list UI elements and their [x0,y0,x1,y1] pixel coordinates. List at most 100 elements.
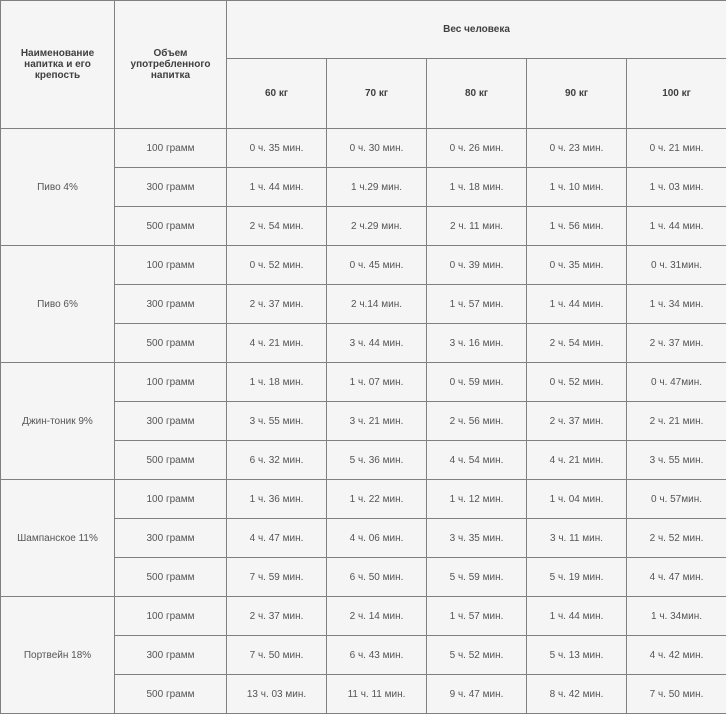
time-cell: 3 ч. 21 мин. [327,402,427,441]
time-cell: 4 ч. 42 мин. [627,636,726,675]
time-cell: 2 ч. 56 мин. [427,402,527,441]
header-volume: Объем употребленного напитка [115,1,227,129]
time-cell: 1 ч. 18 мин. [427,168,527,207]
time-cell: 2 ч.29 мин. [327,207,427,246]
time-cell: 1 ч.29 мин. [327,168,427,207]
time-cell: 0 ч. 30 мин. [327,129,427,168]
time-cell: 1 ч. 04 мин. [527,480,627,519]
volume-cell: 100 грамм [115,363,227,402]
time-cell: 1 ч. 07 мин. [327,363,427,402]
volume-cell: 100 грамм [115,480,227,519]
time-cell: 2 ч.14 мин. [327,285,427,324]
time-cell: 1 ч. 34 мин. [627,285,726,324]
time-cell: 1 ч. 03 мин. [627,168,726,207]
time-cell: 3 ч. 55 мин. [627,441,726,480]
table-body: Пиво 4%100 грамм0 ч. 35 мин.0 ч. 30 мин.… [1,129,726,714]
time-cell: 5 ч. 13 мин. [527,636,627,675]
table-row: Джин-тоник 9%100 грамм1 ч. 18 мин.1 ч. 0… [1,363,726,402]
header-drink: Наименование напитка и его крепость [1,1,115,129]
volume-cell: 500 грамм [115,675,227,714]
time-cell: 5 ч. 36 мин. [327,441,427,480]
time-cell: 1 ч. 56 мин. [527,207,627,246]
time-cell: 7 ч. 59 мин. [227,558,327,597]
table-header: Наименование напитка и его крепость Объе… [1,1,726,129]
time-cell: 0 ч. 45 мин. [327,246,427,285]
time-cell: 5 ч. 59 мин. [427,558,527,597]
time-cell: 1 ч. 57 мин. [427,285,527,324]
alcohol-time-table: Наименование напитка и его крепость Объе… [0,0,726,714]
drink-name: Джин-тоник 9% [1,363,115,480]
time-cell: 0 ч. 26 мин. [427,129,527,168]
time-cell: 1 ч. 44 мин. [527,285,627,324]
time-cell: 4 ч. 21 мин. [227,324,327,363]
volume-cell: 100 грамм [115,246,227,285]
time-cell: 0 ч. 59 мин. [427,363,527,402]
time-cell: 4 ч. 47 мин. [627,558,726,597]
volume-cell: 500 грамм [115,324,227,363]
time-cell: 6 ч. 43 мин. [327,636,427,675]
header-weight-100: 100 кг [627,59,726,129]
time-cell: 1 ч. 12 мин. [427,480,527,519]
time-cell: 1 ч. 57 мин. [427,597,527,636]
time-cell: 3 ч. 35 мин. [427,519,527,558]
time-cell: 2 ч. 54 мин. [227,207,327,246]
time-cell: 2 ч. 54 мин. [527,324,627,363]
time-cell: 6 ч. 32 мин. [227,441,327,480]
time-cell: 0 ч. 52 мин. [527,363,627,402]
volume-cell: 100 грамм [115,129,227,168]
time-cell: 6 ч. 50 мин. [327,558,427,597]
drink-name: Пиво 6% [1,246,115,363]
time-cell: 2 ч. 37 мин. [227,597,327,636]
volume-cell: 100 грамм [115,597,227,636]
time-cell: 4 ч. 21 мин. [527,441,627,480]
time-cell: 8 ч. 42 мин. [527,675,627,714]
time-cell: 4 ч. 54 мин. [427,441,527,480]
time-cell: 1 ч. 22 мин. [327,480,427,519]
time-cell: 1 ч. 18 мин. [227,363,327,402]
time-cell: 1 ч. 10 мин. [527,168,627,207]
time-cell: 4 ч. 47 мин. [227,519,327,558]
time-cell: 7 ч. 50 мин. [227,636,327,675]
time-cell: 1 ч. 44 мин. [627,207,726,246]
time-cell: 0 ч. 23 мин. [527,129,627,168]
time-cell: 1 ч. 44 мин. [227,168,327,207]
volume-cell: 300 грамм [115,402,227,441]
time-cell: 2 ч. 52 мин. [627,519,726,558]
time-cell: 2 ч. 37 мин. [227,285,327,324]
time-cell: 0 ч. 21 мин. [627,129,726,168]
time-cell: 13 ч. 03 мин. [227,675,327,714]
time-cell: 11 ч. 11 мин. [327,675,427,714]
time-cell: 0 ч. 39 мин. [427,246,527,285]
time-cell: 5 ч. 19 мин. [527,558,627,597]
header-weight-90: 90 кг [527,59,627,129]
time-cell: 9 ч. 47 мин. [427,675,527,714]
volume-cell: 300 грамм [115,636,227,675]
time-cell: 1 ч. 36 мин. [227,480,327,519]
drink-name: Шампанское 11% [1,480,115,597]
time-cell: 3 ч. 55 мин. [227,402,327,441]
volume-cell: 300 грамм [115,285,227,324]
time-cell: 2 ч. 11 мин. [427,207,527,246]
table-row: Шампанское 11%100 грамм1 ч. 36 мин.1 ч. … [1,480,726,519]
time-cell: 7 ч. 50 мин. [627,675,726,714]
time-cell: 4 ч. 06 мин. [327,519,427,558]
time-cell: 2 ч. 37 мин. [527,402,627,441]
header-weight-group: Вес человека [227,1,726,59]
time-cell: 0 ч. 35 мин. [527,246,627,285]
volume-cell: 500 грамм [115,441,227,480]
volume-cell: 300 грамм [115,519,227,558]
header-weight-60: 60 кг [227,59,327,129]
time-cell: 1 ч. 44 мин. [527,597,627,636]
time-cell: 2 ч. 14 мин. [327,597,427,636]
time-cell: 1 ч. 34мин. [627,597,726,636]
header-weight-80: 80 кг [427,59,527,129]
time-cell: 3 ч. 11 мин. [527,519,627,558]
time-cell: 2 ч. 21 мин. [627,402,726,441]
volume-cell: 500 грамм [115,207,227,246]
table-row: Пиво 6%100 грамм0 ч. 52 мин.0 ч. 45 мин.… [1,246,726,285]
time-cell: 2 ч. 37 мин. [627,324,726,363]
time-cell: 0 ч. 52 мин. [227,246,327,285]
table-row: Портвейн 18%100 грамм2 ч. 37 мин.2 ч. 14… [1,597,726,636]
time-cell: 3 ч. 16 мин. [427,324,527,363]
drink-name: Портвейн 18% [1,597,115,714]
